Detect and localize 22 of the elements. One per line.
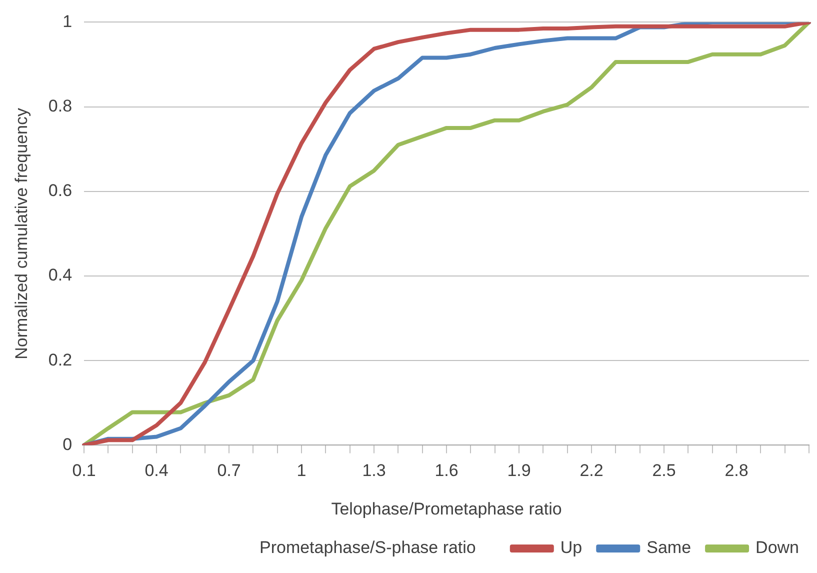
x-tick-label: 1.3 <box>362 461 386 480</box>
y-tick-label: 0.8 <box>48 96 72 116</box>
legend-label: Same <box>646 538 692 558</box>
x-axis-title: Telophase/Prometaphase ratio <box>331 499 562 518</box>
x-tick-label: 1.6 <box>434 461 458 480</box>
y-tick-label: 0.2 <box>48 350 72 370</box>
x-tick-label: 2.2 <box>580 461 604 480</box>
x-tick-label: 0.1 <box>72 461 96 480</box>
x-tick-label: 1 <box>296 461 306 480</box>
y-tick-label: 1 <box>62 12 72 31</box>
x-tick-label: 0.7 <box>217 461 241 480</box>
y-tick-label: 0.4 <box>48 266 72 285</box>
y-tick-label: 0 <box>62 434 72 454</box>
legend-label: Down <box>756 538 800 558</box>
x-tick-label: 1.9 <box>507 461 531 480</box>
x-tick-label: 0.4 <box>144 461 168 480</box>
x-tick-label: 2.8 <box>724 461 748 480</box>
legend-label: Up <box>560 538 582 558</box>
y-axis-title: Normalized cumulative frequency <box>12 108 31 360</box>
y-tick-label: 0.6 <box>48 181 72 200</box>
x-tick-label: 2.5 <box>652 461 676 480</box>
legend-title: Prometaphase/S-phase ratio <box>259 538 476 558</box>
